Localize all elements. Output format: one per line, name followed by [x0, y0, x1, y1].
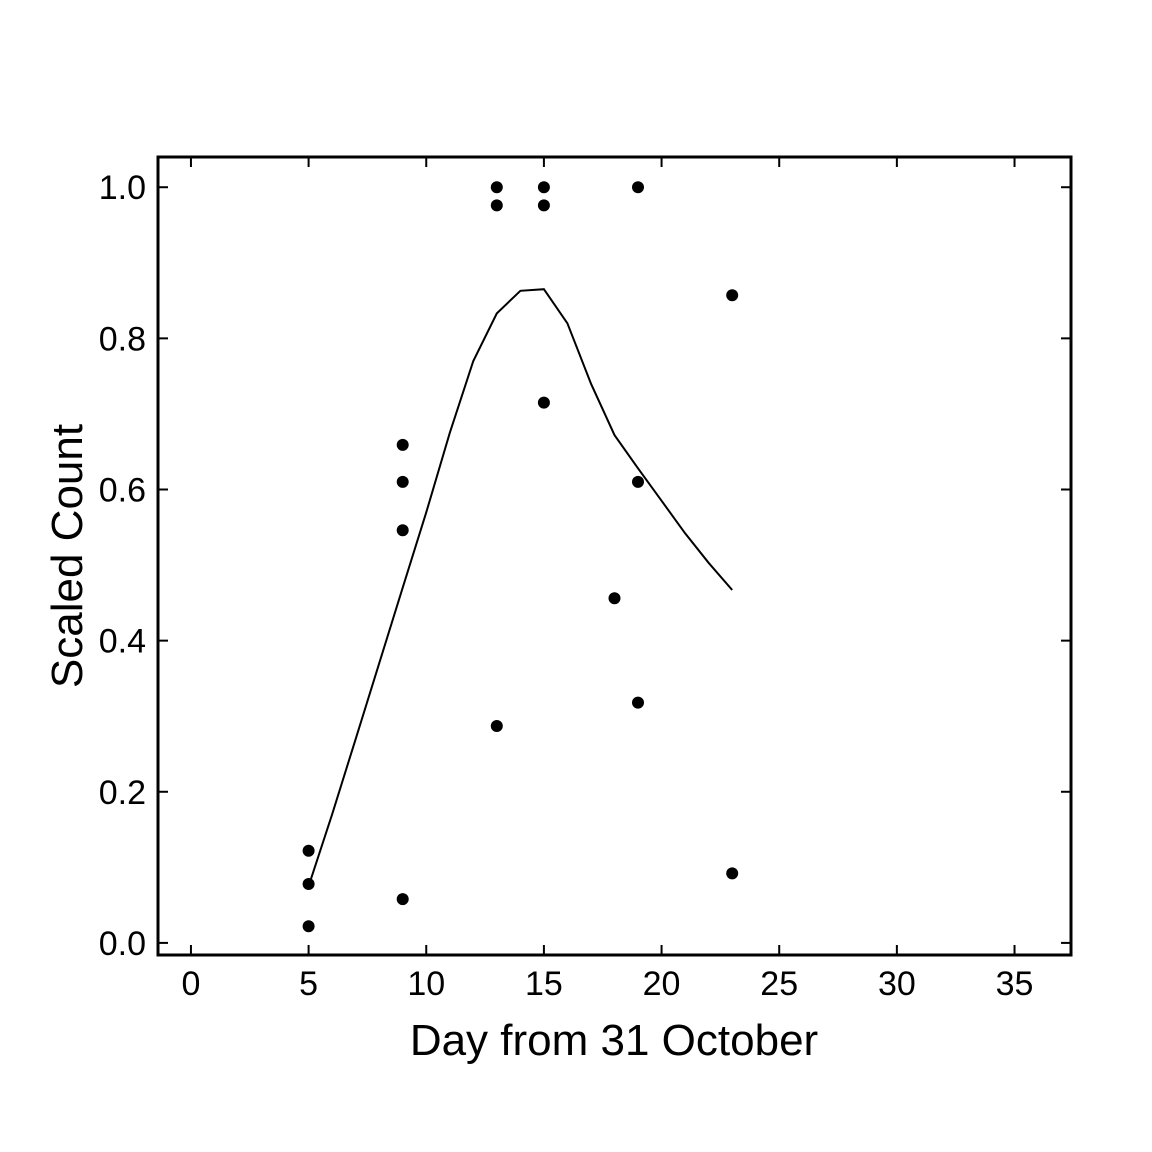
- x-tick-label: 0: [181, 965, 200, 1003]
- x-axis: 0 5 10 15 20 25 30 35: [181, 157, 1033, 1003]
- x-tick-label: 15: [525, 965, 563, 1003]
- data-point: [632, 696, 644, 709]
- data-point: [490, 720, 503, 732]
- y-tick-label: 0.4: [99, 623, 146, 661]
- data-point: [726, 289, 739, 302]
- data-point: [490, 199, 503, 212]
- y-tick-label: 0.8: [99, 320, 146, 358]
- y-tick-label: 0.0: [99, 925, 146, 963]
- data-point: [608, 592, 621, 605]
- y-axis-label: Scaled Count: [43, 424, 92, 688]
- x-tick-label: 10: [407, 965, 445, 1003]
- data-point: [396, 475, 409, 488]
- data-point: [396, 893, 409, 906]
- y-tick-label: 0.2: [99, 774, 146, 812]
- data-point: [632, 475, 644, 488]
- x-tick-label: 5: [299, 965, 318, 1003]
- x-tick-label: 20: [643, 965, 681, 1003]
- x-axis-label: Day from 31 October: [410, 1016, 818, 1065]
- data-point: [490, 181, 503, 194]
- x-tick-label: 35: [996, 965, 1034, 1003]
- data-point: [537, 181, 550, 194]
- data-point: [632, 181, 644, 194]
- fitted-curve-line: [307, 288, 733, 887]
- data-point: [537, 199, 550, 212]
- data-point: [396, 524, 409, 537]
- data-point: [537, 396, 550, 409]
- data-point: [302, 878, 315, 890]
- data-point: [396, 438, 409, 451]
- data-point: [302, 920, 315, 933]
- x-tick-label: 25: [760, 965, 798, 1003]
- data-point: [302, 844, 315, 857]
- x-tick-label: 30: [878, 965, 916, 1003]
- y-tick-label: 1.0: [99, 169, 146, 207]
- y-axis: 0.0 0.2 0.4 0.6 0.8 1.0: [99, 169, 1071, 963]
- plot-frame: [156, 155, 1073, 957]
- data-point: [726, 867, 739, 880]
- data-points: [302, 181, 739, 933]
- y-tick-label: 0.6: [99, 472, 146, 510]
